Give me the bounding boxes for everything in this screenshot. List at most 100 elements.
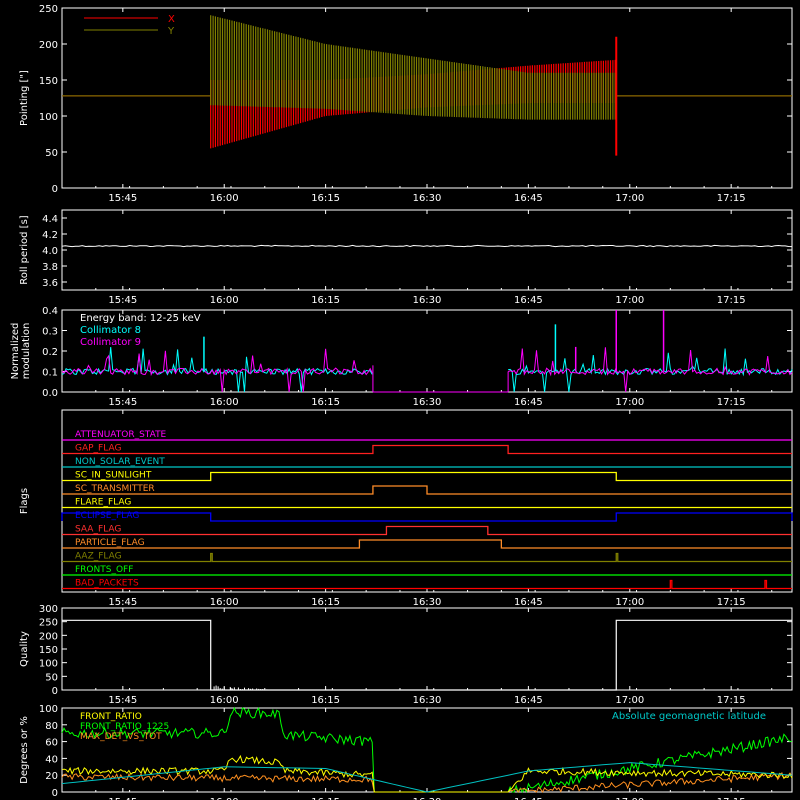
legend-label: X — [168, 14, 175, 25]
y-tick-label: 50 — [45, 148, 58, 159]
x-tick-label: 16:15 — [311, 295, 340, 306]
panel-4: 15:45 16:00 16:15 16:30 16:45 17:00 17:15 Flags… — [19, 409, 793, 608]
x-tick-label: 17:15 — [717, 797, 746, 800]
x-tick-label: 15:45 — [108, 397, 137, 408]
flag-label: GAP_FLAG — [75, 444, 121, 454]
x-tick-label: 16:30 — [413, 695, 442, 706]
x-tick-label: 16:15 — [311, 597, 340, 608]
y-axis-label: Normalized — [10, 323, 21, 380]
y-tick-label: 150 — [39, 645, 58, 656]
flag-trace — [62, 552, 792, 563]
y-tick-label: 40 — [45, 754, 58, 765]
flag-trace — [62, 485, 792, 495]
x-tick-label: 15:45 — [108, 695, 137, 706]
x-tick-label: 16:00 — [210, 797, 239, 800]
x-tick-label: 16:30 — [413, 193, 442, 204]
flag-trace — [62, 539, 792, 549]
x-tick-label: 15:45 — [108, 797, 137, 800]
flag-label: SAA_FLAG — [75, 525, 121, 535]
x-tick-label: 16:30 — [413, 597, 442, 608]
flag-label: PARTICLE_FLAG — [75, 538, 145, 548]
x-tick-label: 17:00 — [615, 397, 644, 408]
y-tick-label: 60 — [45, 738, 58, 749]
series-quality — [62, 619, 792, 691]
x-tick-label: 17:00 — [615, 797, 644, 800]
legend-label: FRONT_RATIO — [80, 712, 142, 722]
x-tick-label: 16:00 — [210, 597, 239, 608]
x-tick-label: 17:00 — [615, 193, 644, 204]
legend-label: Collimator 8 — [80, 325, 141, 336]
series-absolute-geomagnetic-latitude — [61, 762, 793, 793]
x-tick-label: 16:45 — [514, 397, 543, 408]
legend-label: Y — [167, 26, 175, 37]
flag-label: ECLIPSE_FLAG — [75, 511, 139, 521]
y-tick-label: 4.4 — [42, 214, 58, 225]
y-tick-label: 0.4 — [42, 306, 58, 317]
legend-label: Collimator 9 — [80, 337, 141, 348]
flag-label: NON_SOLAR_EVENT — [75, 457, 165, 467]
y-tick-label: 20 — [45, 771, 58, 782]
y-axis-label: Roll period [s] — [19, 215, 30, 284]
y-axis-label: Quality — [19, 631, 30, 667]
y-tick-label: 0.3 — [42, 327, 58, 338]
flag-label: AAZ_FLAG — [75, 552, 122, 562]
y-axis-label: modulation — [21, 323, 32, 380]
x-tick-label: 16:45 — [514, 797, 543, 800]
energy-band-annotation: Energy band: 12-25 keV — [80, 313, 201, 324]
x-tick-label: 16:30 — [413, 295, 442, 306]
y-tick-label: 200 — [39, 40, 58, 51]
flag-trace — [62, 579, 792, 590]
flag-label: FLARE_FLAG — [75, 498, 131, 508]
x-tick-label: 15:45 — [108, 295, 137, 306]
panel-3: 15:45 16:00 16:15 16:30 16:45 17:00 17:15 Norma… — [10, 306, 793, 408]
y-tick-label: 100 — [39, 112, 58, 123]
panel-2: 15:45 16:00 16:15 16:30 16:45 17:00 17:15 Roll … — [19, 209, 793, 306]
x-tick-label: 17:15 — [717, 295, 746, 306]
x-tick-label: 17:15 — [717, 193, 746, 204]
x-tick-label: 16:30 — [413, 797, 442, 800]
panel-5: 15:45 16:00 16:15 16:30 16:45 17:00 17:15 Quali… — [19, 604, 793, 706]
flag-label: ATTENUATOR_STATE — [75, 430, 167, 440]
y-axis-label: Pointing ["] — [19, 70, 30, 126]
y-tick-label: 50 — [45, 672, 58, 683]
y-tick-label: 200 — [39, 631, 58, 642]
y-tick-label: 3.8 — [42, 262, 58, 273]
x-tick-label: 16:45 — [514, 597, 543, 608]
y-tick-label: 250 — [39, 618, 58, 629]
x-tick-label: 16:30 — [413, 397, 442, 408]
y-tick-label: 150 — [39, 76, 58, 87]
legend-label: MAX_DET_VS_TOT — [80, 732, 162, 742]
x-tick-label: 16:45 — [514, 193, 543, 204]
y-tick-label: 100 — [39, 704, 58, 715]
y-tick-label: 100 — [39, 659, 58, 670]
y-tick-label: 0.0 — [42, 388, 58, 399]
x-tick-label: 16:00 — [210, 193, 239, 204]
x-tick-label: 16:45 — [514, 295, 543, 306]
y-tick-label: 0 — [52, 686, 58, 697]
x-tick-label: 15:45 — [108, 597, 137, 608]
x-tick-label: 16:00 — [210, 397, 239, 408]
x-tick-label: 17:15 — [717, 695, 746, 706]
x-tick-label: 16:00 — [210, 295, 239, 306]
x-tick-label: 17:15 — [717, 597, 746, 608]
x-tick-label: 16:15 — [311, 695, 340, 706]
x-tick-label: 17:00 — [615, 695, 644, 706]
y-axis-label: Flags — [19, 488, 30, 514]
flag-trace — [61, 512, 793, 522]
y-tick-label: 0.2 — [42, 347, 58, 358]
flag-trace — [62, 471, 792, 482]
x-tick-label: 16:15 — [311, 797, 340, 800]
panel-1: 15:45 16:00 16:15 16:30 16:45 17:00 17:15 Point… — [19, 4, 793, 204]
y-tick-label: 3.6 — [42, 278, 58, 289]
y-axis-label: Degrees or % — [19, 716, 30, 784]
flag-label: FRONTS_OFF — [75, 565, 133, 575]
x-tick-label: 15:45 — [108, 193, 137, 204]
panel-6: 15:45 16:00 16:15 16:30 16:45 17:00 17:15 Degre… — [19, 704, 793, 800]
y-tick-label: 4.2 — [42, 230, 58, 241]
y-tick-label: 250 — [39, 4, 58, 15]
x-tick-label: 16:45 — [514, 695, 543, 706]
y-tick-label: 0 — [52, 184, 58, 195]
flag-trace — [62, 525, 792, 536]
flag-label: BAD_PACKETS — [75, 579, 139, 589]
x-tick-label: 16:15 — [311, 193, 340, 204]
